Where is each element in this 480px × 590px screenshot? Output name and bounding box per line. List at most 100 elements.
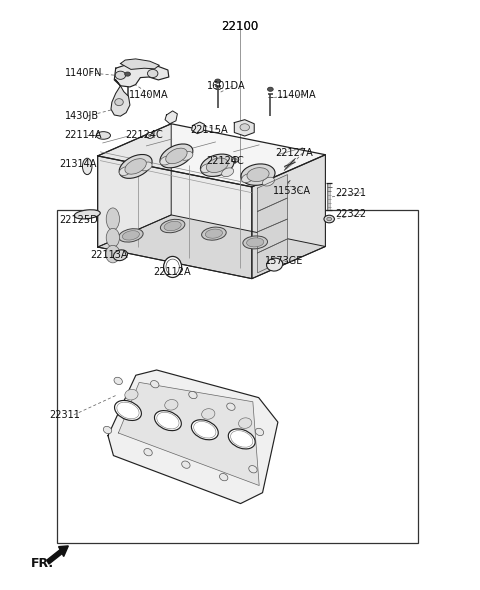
Ellipse shape (113, 250, 128, 261)
Ellipse shape (148, 135, 151, 137)
Polygon shape (108, 370, 278, 504)
Ellipse shape (96, 132, 110, 139)
Text: FR.: FR. (31, 558, 54, 571)
Polygon shape (165, 111, 178, 124)
Ellipse shape (164, 257, 181, 277)
Ellipse shape (146, 133, 154, 139)
Text: 1430JB: 1430JB (64, 111, 98, 121)
Polygon shape (258, 198, 288, 232)
Polygon shape (111, 80, 130, 116)
Text: 22322: 22322 (335, 209, 366, 219)
Text: 22124C: 22124C (125, 130, 163, 140)
Polygon shape (97, 124, 171, 247)
Text: 1140MA: 1140MA (129, 90, 168, 100)
Ellipse shape (155, 411, 181, 431)
Text: 22114A: 22114A (64, 130, 102, 140)
Polygon shape (119, 382, 259, 486)
Ellipse shape (119, 229, 143, 242)
Ellipse shape (115, 401, 142, 421)
Ellipse shape (103, 427, 112, 434)
Ellipse shape (206, 158, 228, 172)
Text: 21314A: 21314A (59, 159, 96, 169)
Ellipse shape (151, 381, 159, 388)
Ellipse shape (263, 177, 275, 186)
Ellipse shape (165, 399, 178, 410)
Ellipse shape (202, 409, 215, 419)
Text: 1140FN: 1140FN (64, 68, 102, 78)
Ellipse shape (202, 227, 226, 240)
Ellipse shape (125, 389, 138, 400)
Ellipse shape (106, 208, 120, 230)
Ellipse shape (164, 221, 181, 231)
Ellipse shape (166, 259, 179, 275)
Polygon shape (97, 215, 325, 278)
Ellipse shape (240, 124, 250, 131)
Ellipse shape (83, 158, 92, 175)
Ellipse shape (119, 155, 152, 178)
Text: 1601DA: 1601DA (207, 81, 245, 91)
Ellipse shape (267, 87, 273, 91)
Text: 1153CA: 1153CA (273, 186, 311, 196)
Ellipse shape (181, 152, 193, 160)
Ellipse shape (241, 173, 253, 182)
Ellipse shape (234, 158, 237, 160)
Ellipse shape (327, 217, 332, 221)
Ellipse shape (160, 144, 193, 168)
Text: 22100: 22100 (221, 19, 259, 32)
Ellipse shape (115, 99, 123, 106)
Polygon shape (258, 175, 288, 211)
Ellipse shape (249, 466, 257, 473)
Ellipse shape (222, 168, 234, 176)
Text: 22100: 22100 (221, 19, 259, 32)
Ellipse shape (140, 162, 152, 171)
Ellipse shape (324, 215, 335, 223)
Polygon shape (258, 239, 288, 273)
Ellipse shape (122, 231, 140, 240)
Ellipse shape (125, 72, 131, 76)
Ellipse shape (239, 418, 252, 428)
Ellipse shape (189, 391, 197, 399)
Text: 22124C: 22124C (206, 156, 243, 166)
Ellipse shape (182, 461, 190, 468)
Ellipse shape (215, 79, 220, 83)
Text: 22113A: 22113A (91, 250, 128, 260)
Ellipse shape (201, 154, 234, 176)
Ellipse shape (205, 229, 223, 238)
Polygon shape (114, 64, 169, 87)
Text: 22112A: 22112A (154, 267, 191, 277)
Ellipse shape (147, 70, 158, 78)
Ellipse shape (247, 238, 264, 247)
FancyArrow shape (47, 546, 68, 564)
Text: 22321: 22321 (335, 188, 366, 198)
Polygon shape (192, 122, 204, 134)
Ellipse shape (114, 377, 122, 385)
Ellipse shape (125, 159, 146, 174)
Text: 22311: 22311 (49, 410, 80, 420)
Polygon shape (97, 156, 252, 278)
Ellipse shape (106, 245, 120, 263)
Ellipse shape (115, 71, 126, 79)
Ellipse shape (119, 167, 131, 175)
Ellipse shape (255, 428, 264, 435)
Ellipse shape (266, 258, 283, 271)
Ellipse shape (192, 419, 218, 440)
Ellipse shape (144, 448, 152, 456)
Text: 1573GE: 1573GE (265, 256, 303, 266)
Ellipse shape (166, 148, 187, 163)
Ellipse shape (106, 228, 120, 247)
Ellipse shape (219, 474, 228, 481)
Ellipse shape (160, 219, 185, 232)
Text: 22115A: 22115A (190, 124, 228, 135)
Polygon shape (234, 120, 254, 136)
Ellipse shape (160, 156, 172, 165)
Ellipse shape (232, 156, 239, 162)
Polygon shape (258, 219, 288, 253)
Ellipse shape (201, 164, 213, 173)
Ellipse shape (228, 429, 255, 449)
Ellipse shape (74, 210, 100, 219)
Text: 1140MA: 1140MA (277, 90, 317, 100)
Ellipse shape (243, 236, 267, 249)
Bar (57, 210, 418, 543)
Text: 22125D: 22125D (59, 215, 98, 225)
Ellipse shape (241, 164, 275, 185)
